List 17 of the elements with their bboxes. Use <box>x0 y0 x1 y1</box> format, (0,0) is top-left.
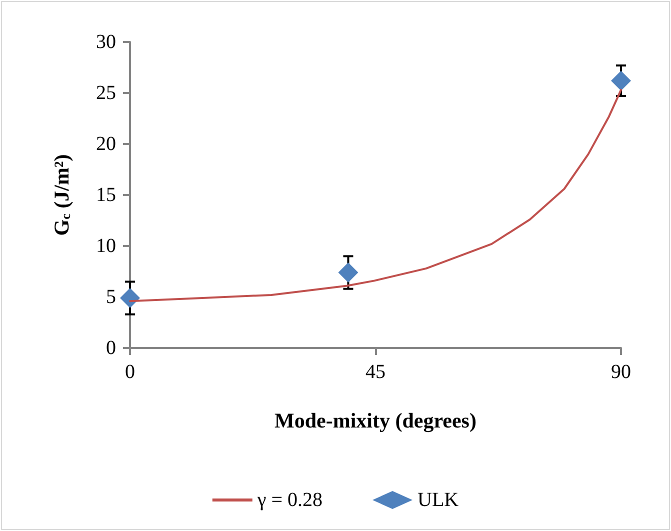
y-tick-label: 25 <box>96 82 116 104</box>
point <box>338 262 358 283</box>
point <box>120 288 140 308</box>
y-tick-label: 20 <box>96 133 116 155</box>
y-tick-label: 0 <box>106 337 116 359</box>
point <box>611 70 631 91</box>
y-tick-label: 30 <box>96 31 116 53</box>
y-tick-label: 5 <box>106 286 116 308</box>
x-tick-label: 90 <box>611 361 631 383</box>
legend-label: ULK <box>418 489 460 511</box>
y-tick-label: 10 <box>96 235 116 257</box>
legend-label: γ = 0.28 <box>256 489 323 511</box>
x-axis-title: Mode-mixity (degrees) <box>274 408 476 432</box>
y-tick-label: 15 <box>96 184 116 206</box>
x-tick-label: 0 <box>125 361 135 383</box>
x-tick-label: 45 <box>366 361 386 383</box>
y-axis-title: Gc (J/m²) <box>50 154 74 236</box>
